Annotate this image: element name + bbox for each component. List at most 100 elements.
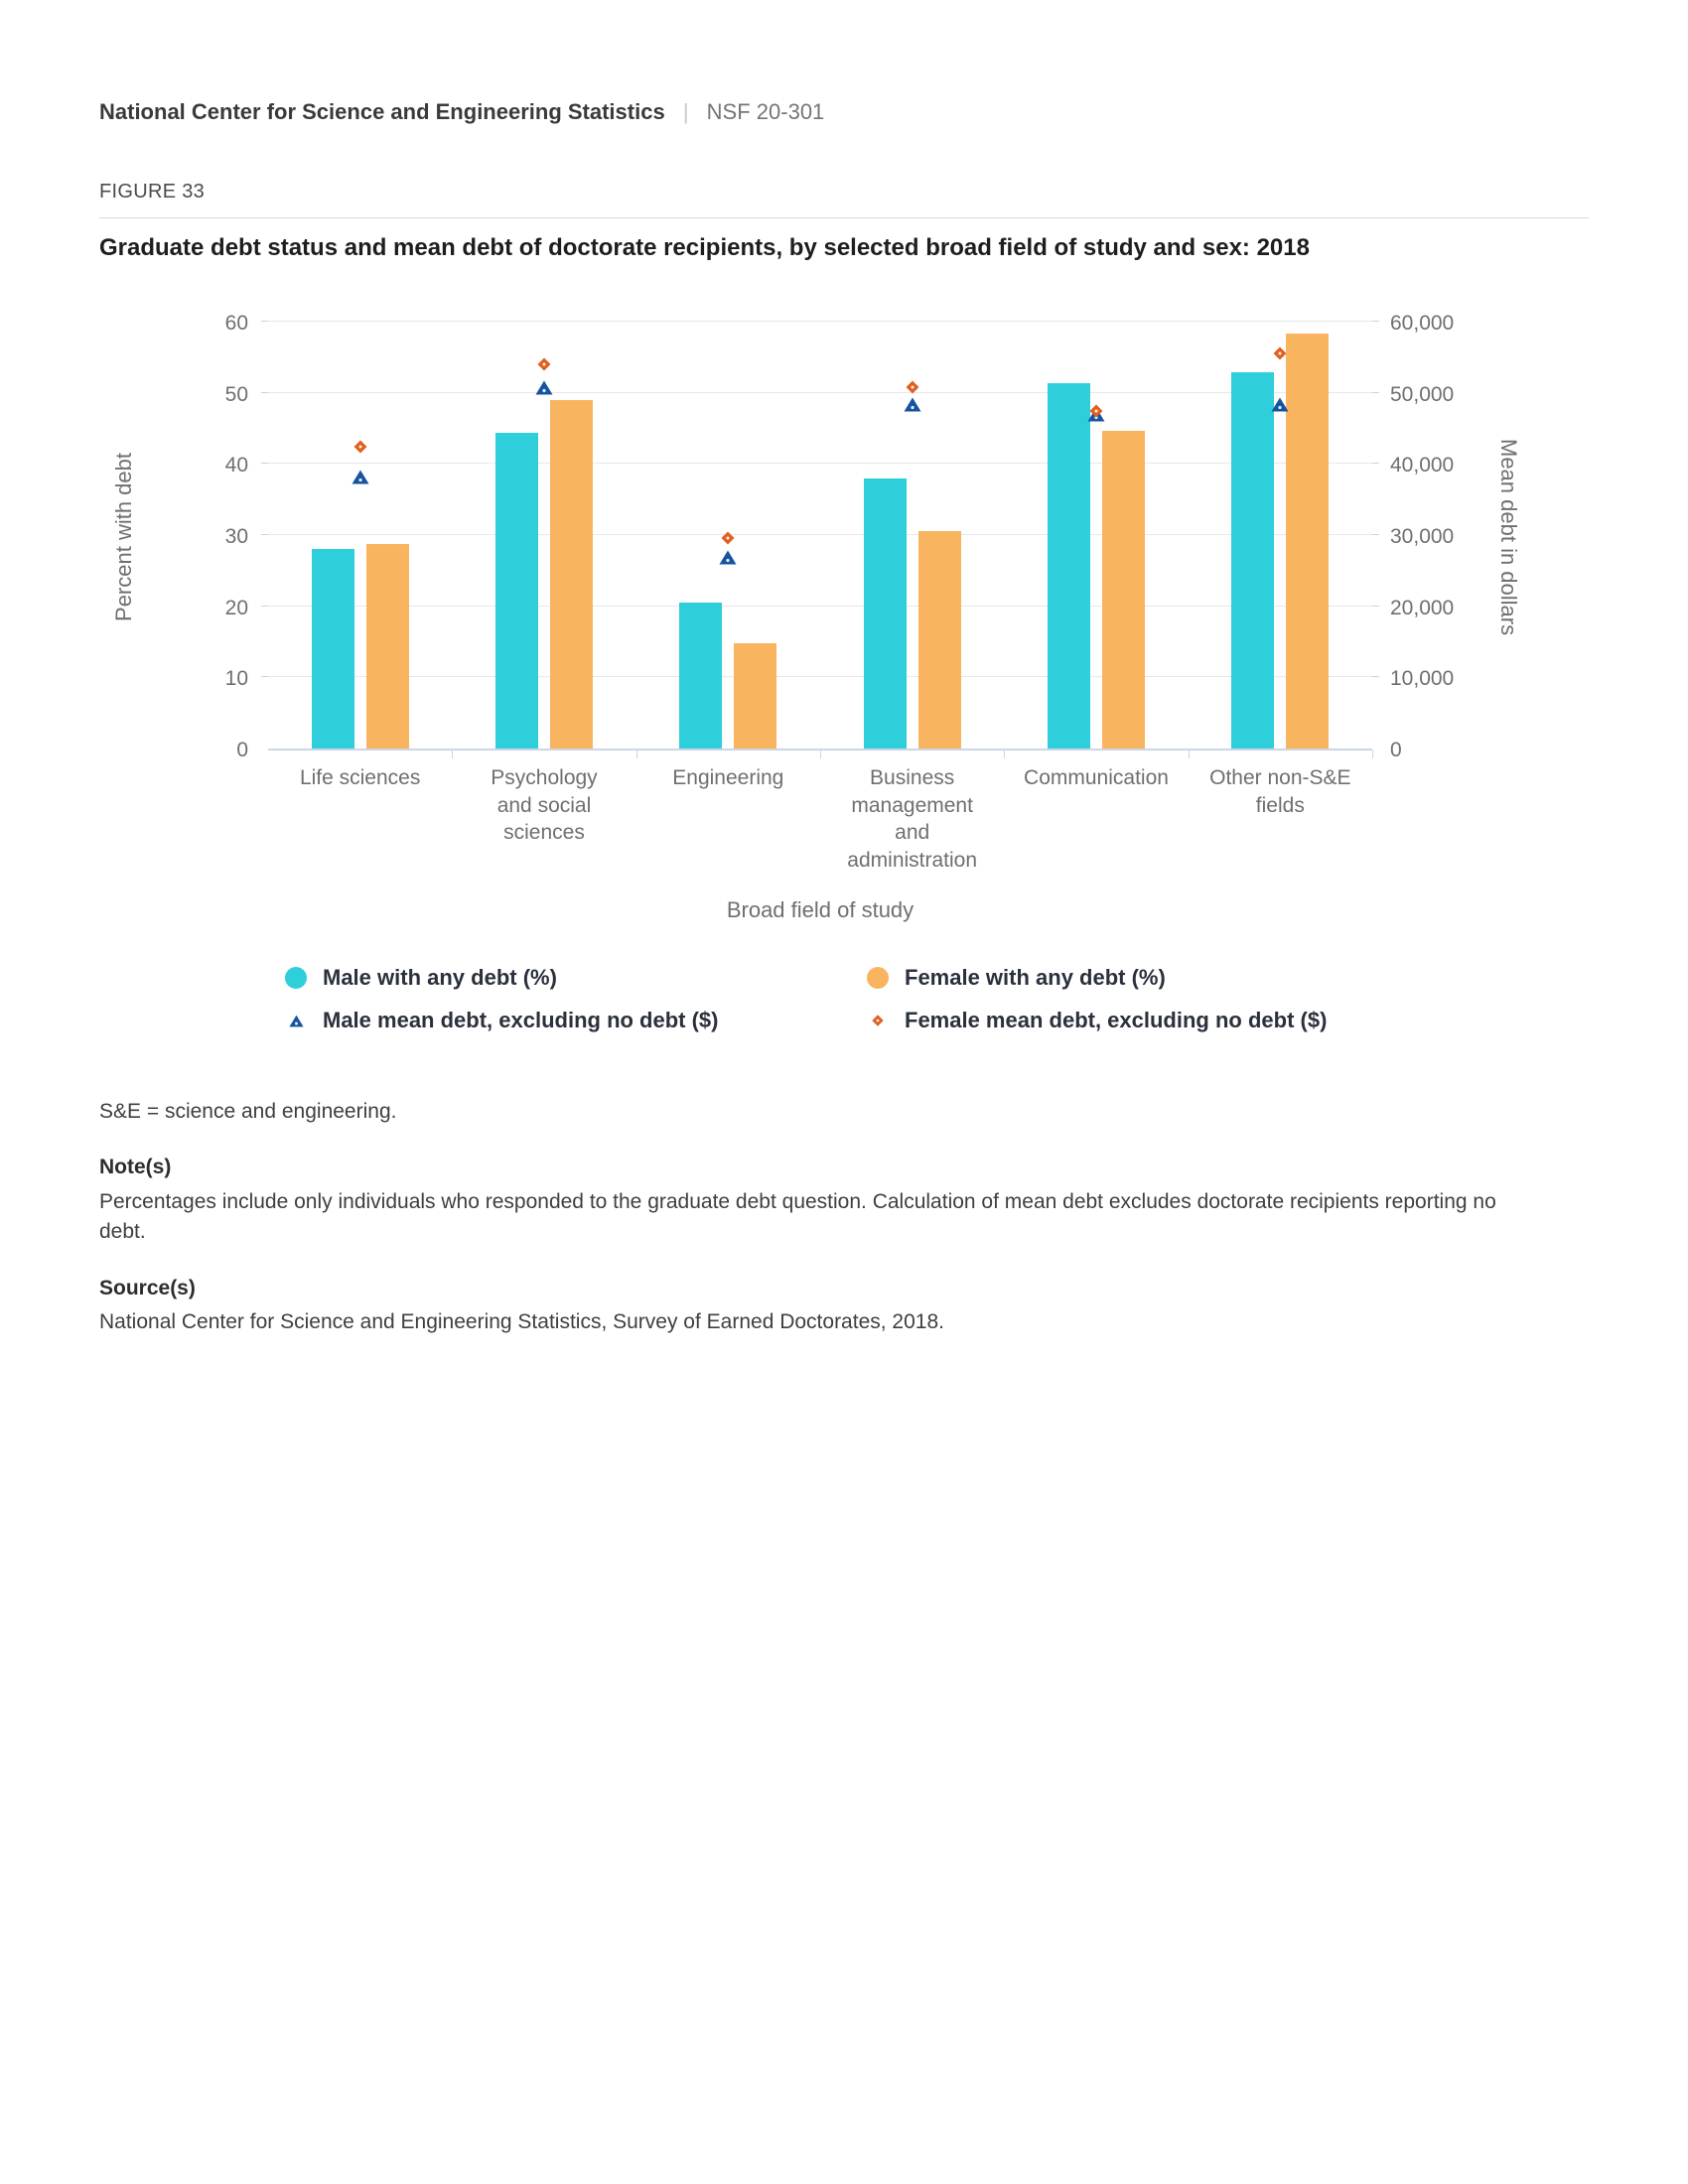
marker-female-mean-debt: [352, 439, 368, 455]
bar-male-percent-with-debt: [863, 478, 907, 749]
axis-tick: [261, 463, 268, 465]
category-group: [268, 324, 452, 749]
marker-female-mean-debt: [1088, 403, 1104, 419]
gridline: [268, 676, 1372, 678]
left-axis-tick-label: 50: [224, 382, 248, 406]
category-group: [820, 324, 1004, 749]
axis-tick: [1372, 676, 1379, 678]
bar-female-percent-with-debt: [917, 530, 961, 749]
category-label: Psychology and social sciences: [491, 766, 598, 845]
bar-female-percent-with-debt: [1101, 431, 1145, 749]
right-axis-tick-label: 20,000: [1390, 596, 1455, 619]
female-bar-legend-swatch: [865, 967, 891, 989]
axis-tick: [261, 534, 268, 535]
source-text: National Center for Science and Engineer…: [99, 1310, 944, 1334]
x-axis-title: Broad field of study: [726, 897, 914, 922]
axis-tick: [1372, 534, 1379, 535]
category-label: Life sciences: [299, 766, 421, 789]
legend-item-male-any-debt: Male with any debt (%): [283, 965, 865, 991]
legend-label: Female mean debt, excluding no debt ($): [905, 1008, 1328, 1032]
marker-female-mean-debt: [1272, 345, 1288, 361]
marker-male-mean-debt: [904, 397, 921, 412]
right-axis-tick-labels: 0 10,000 20,000 30,000 40,000 50,000 60,000: [1372, 312, 1483, 761]
bar-male-percent-with-debt: [679, 603, 723, 749]
figure-label: FIGURE 33: [99, 181, 206, 203]
publisher-name: National Center for Science and Engineer…: [99, 99, 665, 124]
male-triangle-legend-swatch: [283, 1015, 309, 1027]
category-group: [1189, 324, 1372, 749]
marker-female-mean-debt: [720, 530, 736, 546]
notes-text: Percentages include only individuals who…: [99, 1189, 1496, 1244]
axis-tick: [261, 605, 268, 607]
marker-male-mean-debt: [535, 380, 553, 395]
left-axis-tick-label: 30: [224, 525, 248, 548]
category-group: [1004, 324, 1188, 749]
header-separator: |: [682, 99, 689, 124]
page: National Center for Science and Engineer…: [99, 99, 1589, 1338]
gridline: [268, 391, 1372, 393]
bar-female-percent-with-debt: [1286, 334, 1330, 749]
axis-tick: [1372, 463, 1379, 465]
x-axis-tick: [1188, 751, 1190, 758]
gridline: [268, 463, 1372, 465]
marker-female-mean-debt: [905, 379, 920, 395]
marker-male-mean-debt: [719, 550, 737, 565]
gridline: [268, 321, 1372, 322]
left-axis-tick-labels: 0 10 20 30 40 50 60: [149, 312, 268, 761]
marker-male-mean-debt: [1271, 397, 1289, 412]
legend-label: Male mean debt, excluding no debt ($): [323, 1008, 719, 1032]
category-label: Business management and administration: [847, 766, 978, 873]
axis-tick: [261, 321, 268, 322]
category-group: [452, 324, 635, 749]
left-axis-tick-label: 60: [224, 312, 248, 335]
report-number: NSF 20-301: [706, 99, 825, 124]
marker-female-mean-debt: [536, 356, 552, 372]
axis-tick: [261, 676, 268, 678]
bar-male-percent-with-debt: [494, 432, 538, 749]
right-axis-tick-label: 30,000: [1390, 525, 1455, 548]
category-group: [636, 324, 820, 749]
category-label: Other non-S&E fields: [1209, 766, 1351, 817]
left-axis-tick-label: 40: [224, 454, 248, 478]
axis-tick: [1372, 391, 1379, 393]
left-axis-title: Percent with debt: [111, 453, 136, 621]
chart-legend: Male with any debt (%) Male mean debt, e…: [99, 965, 1589, 1033]
x-axis-tick: [1372, 751, 1373, 758]
legend-item-female-any-debt: Female with any debt (%): [865, 965, 1447, 991]
x-axis-tick: [1004, 751, 1006, 758]
source-label: Source(s): [99, 1276, 196, 1299]
x-axis-tick: [820, 751, 821, 758]
bar-female-percent-with-debt: [734, 642, 777, 749]
bar-male-percent-with-debt: [311, 549, 354, 749]
male-bar-legend-swatch: [283, 967, 309, 989]
gridline: [268, 534, 1372, 535]
right-axis-tick-label: 50,000: [1390, 382, 1455, 406]
notes-label: Note(s): [99, 1156, 172, 1179]
gridline: [268, 605, 1372, 607]
plot-area: [261, 321, 1379, 758]
legend-label: Male with any debt (%): [323, 965, 557, 990]
legend-label: Female with any debt (%): [905, 965, 1166, 990]
axis-tick: [1372, 321, 1379, 322]
marker-male-mean-debt: [352, 470, 369, 484]
female-diamond-legend-swatch: [865, 1014, 891, 1027]
document-header: National Center for Science and Engineer…: [99, 99, 1589, 125]
axis-tick: [1372, 605, 1379, 607]
bar-male-percent-with-debt: [1231, 371, 1275, 749]
divider-rule: [99, 217, 1589, 218]
bar-male-percent-with-debt: [1047, 382, 1090, 749]
bar-female-percent-with-debt: [365, 543, 409, 749]
category-label: Engineering: [672, 766, 784, 789]
x-axis-tick: [635, 751, 637, 758]
right-axis-tick-label: 60,000: [1390, 312, 1455, 335]
bar-female-percent-with-debt: [549, 399, 593, 749]
right-axis-tick-label: 0: [1390, 739, 1402, 761]
right-axis-tick-label: 40,000: [1390, 454, 1455, 478]
category-label: Communication: [1024, 766, 1169, 789]
left-axis-tick-label: 10: [224, 667, 248, 691]
legend-item-male-mean-debt: Male mean debt, excluding no debt ($): [283, 1008, 865, 1033]
legend-item-female-mean-debt: Female mean debt, excluding no debt ($): [865, 1008, 1447, 1033]
right-axis-title: Mean debt in dollars: [1496, 438, 1521, 636]
axis-tick: [261, 391, 268, 393]
notes-section: S&E = science and engineering. Note(s) P…: [99, 1097, 1589, 1338]
